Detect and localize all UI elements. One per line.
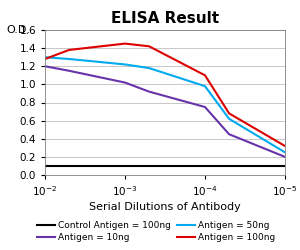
Antigen = 100ng xyxy=(283,144,287,148)
Antigen = 100ng xyxy=(203,74,207,77)
Antigen = 50ng xyxy=(123,63,127,66)
Antigen = 100ng xyxy=(123,42,127,45)
Antigen = 10ng xyxy=(147,90,151,93)
Antigen = 50ng xyxy=(147,66,151,70)
Antigen = 10ng xyxy=(283,155,287,158)
Control Antigen = 100ng xyxy=(227,164,231,168)
Antigen = 10ng xyxy=(43,65,47,68)
Antigen = 100ng xyxy=(147,45,151,48)
Antigen = 10ng xyxy=(203,106,207,108)
Legend: Control Antigen = 100ng, Antigen = 10ng, Antigen = 50ng, Antigen = 100ng: Control Antigen = 100ng, Antigen = 10ng,… xyxy=(33,218,279,246)
Antigen = 10ng xyxy=(123,81,127,84)
Antigen = 100ng xyxy=(67,48,71,51)
Control Antigen = 100ng xyxy=(283,164,287,168)
Antigen = 10ng xyxy=(67,69,71,72)
Antigen = 10ng xyxy=(227,133,231,136)
Line: Antigen = 50ng: Antigen = 50ng xyxy=(45,57,285,152)
Antigen = 50ng xyxy=(203,85,207,88)
Antigen = 100ng xyxy=(43,58,47,60)
Line: Antigen = 100ng: Antigen = 100ng xyxy=(45,44,285,146)
Antigen = 50ng xyxy=(43,56,47,59)
Control Antigen = 100ng xyxy=(43,164,47,168)
Antigen = 50ng xyxy=(283,151,287,154)
Line: Antigen = 10ng: Antigen = 10ng xyxy=(45,66,285,157)
Title: ELISA Result: ELISA Result xyxy=(111,11,219,26)
Control Antigen = 100ng xyxy=(123,164,127,168)
X-axis label: Serial Dilutions of Antibody: Serial Dilutions of Antibody xyxy=(89,202,241,212)
Antigen = 100ng xyxy=(227,112,231,115)
Control Antigen = 100ng xyxy=(67,164,71,168)
Control Antigen = 100ng xyxy=(147,164,151,168)
Control Antigen = 100ng xyxy=(203,164,207,168)
Antigen = 50ng xyxy=(67,58,71,60)
Antigen = 50ng xyxy=(227,117,231,120)
Text: O.D.: O.D. xyxy=(6,25,30,35)
